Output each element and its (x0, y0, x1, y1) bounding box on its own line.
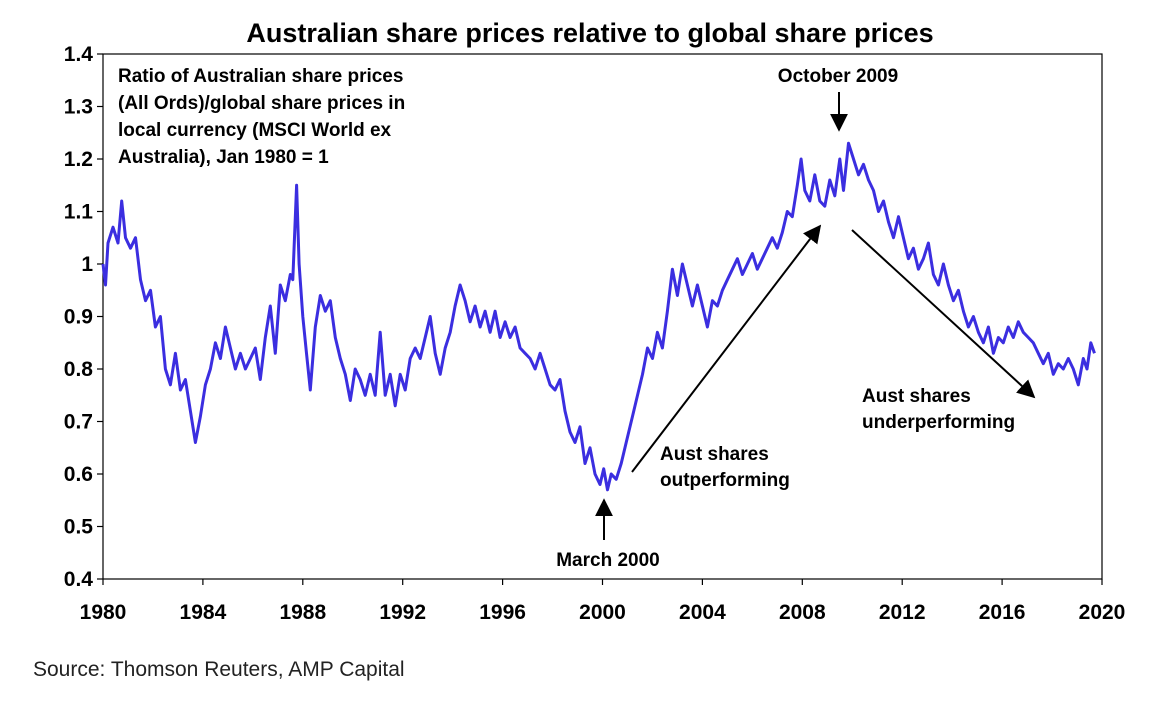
x-tick-label: 2012 (879, 601, 926, 624)
outperform-arrow (631, 224, 822, 473)
peak-label: October 2009 (778, 66, 898, 87)
x-tick-label: 2004 (679, 601, 726, 624)
y-tick-label: 0.6 (64, 463, 93, 486)
y-tick-label: 0.8 (64, 358, 94, 381)
x-tick-label: 2008 (779, 601, 826, 624)
series-line (101, 141, 1096, 492)
y-tick-label: 1 (81, 253, 93, 276)
source-note: Source: Thomson Reuters, AMP Capital (33, 658, 405, 681)
x-tick-label: 1992 (379, 601, 426, 624)
y-tick-label: 0.4 (64, 568, 94, 591)
x-tick-label: 1984 (180, 601, 227, 624)
description-line-3: local currency (MSCI World ex (118, 120, 392, 141)
x-tick-label: 1980 (80, 601, 127, 624)
y-tick-label: 0.7 (64, 411, 93, 434)
y-tick-label: 1.3 (64, 96, 93, 119)
x-tick-label: 2020 (1079, 601, 1126, 624)
y-tick-label: 1.4 (64, 43, 94, 66)
description-line-2: (All Ords)/global share prices in (118, 93, 405, 114)
underperform-arrow (851, 229, 1036, 399)
outperform-label-1: Aust shares (660, 444, 769, 465)
underperform-label-2: underperforming (862, 412, 1015, 433)
y-tick-label: 1.1 (64, 201, 94, 224)
x-tick-label: 2016 (979, 601, 1026, 624)
x-tick-label: 1988 (279, 601, 326, 624)
outperform-label-2: outperforming (660, 470, 790, 491)
description-line-4: Australia), Jan 1980 = 1 (118, 147, 329, 168)
x-tick-label: 1996 (479, 601, 526, 624)
x-tick-label: 2000 (579, 601, 626, 624)
y-axis: 0.4 0.5 0.6 0.7 0.8 0.9 1 1.1 1.2 1.3 1.4 (64, 43, 103, 591)
y-tick-label: 0.5 (64, 516, 94, 539)
x-axis: 1980 1984 1988 1992 1996 2000 2004 2008 2012 2016… (80, 579, 1126, 624)
chart-title: Australian share prices relative to glob… (246, 18, 933, 48)
trough-label: March 2000 (556, 550, 660, 571)
description-line-1: Ratio of Australian share prices (118, 66, 403, 87)
y-tick-label: 0.9 (64, 306, 93, 329)
y-tick-label: 1.2 (64, 148, 93, 171)
underperform-label-1: Aust shares (862, 386, 971, 407)
